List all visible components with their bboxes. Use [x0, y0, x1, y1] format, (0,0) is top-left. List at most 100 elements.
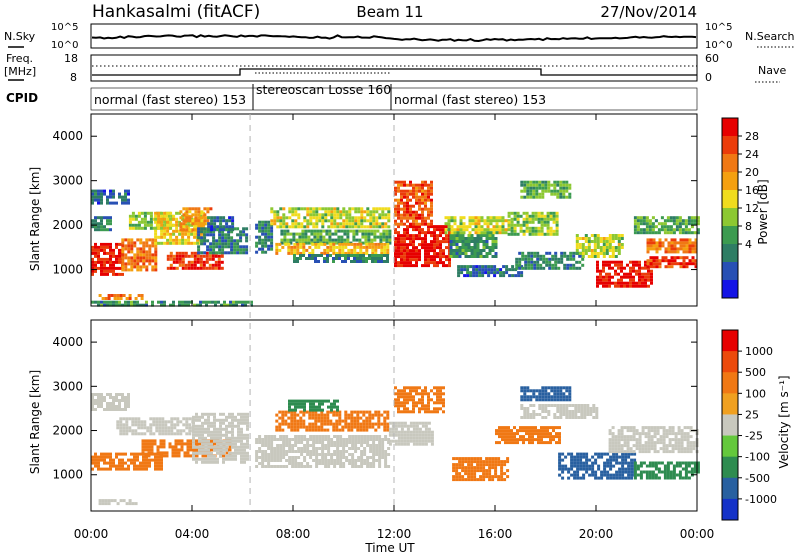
velocity-cell — [234, 436, 237, 440]
power-cell — [415, 234, 418, 238]
power-cell — [182, 228, 186, 232]
power-cell — [430, 246, 433, 250]
power-cell — [464, 243, 468, 246]
velocity-cell — [491, 463, 495, 467]
velocity-cell — [406, 427, 410, 431]
power-cell — [142, 262, 146, 266]
power-cell — [581, 263, 585, 267]
power-cell — [137, 211, 141, 215]
velocity-cell — [171, 445, 175, 449]
power-cell — [353, 254, 356, 257]
velocity-cell — [302, 419, 306, 423]
velocity-cell — [279, 438, 283, 441]
velocity-cell — [585, 461, 589, 465]
power-cell — [121, 250, 125, 254]
power-cell — [306, 219, 310, 223]
velocity-cell — [412, 430, 416, 434]
velocity-cell — [219, 430, 222, 434]
velocity-cell — [148, 464, 151, 468]
power-cell — [214, 266, 218, 270]
velocity-cell — [591, 467, 595, 471]
power-cell — [185, 225, 189, 229]
power-cell — [647, 284, 650, 288]
power-cell — [97, 245, 100, 249]
velocity-cell — [216, 460, 219, 464]
power-cell — [154, 214, 158, 218]
velocity-cell — [306, 399, 309, 403]
velocity-cell — [452, 466, 456, 470]
velocity-cell — [161, 426, 165, 430]
velocity-cell — [210, 454, 213, 458]
power-cell — [666, 216, 670, 220]
power-cell — [406, 189, 409, 193]
velocity-cell — [424, 433, 428, 437]
power-cell — [163, 229, 167, 233]
velocity-cell — [464, 466, 468, 470]
velocity-cell — [400, 395, 403, 399]
velocity-cell — [147, 445, 151, 449]
velocity-cell — [356, 428, 360, 432]
power-cell — [367, 229, 371, 233]
velocity-cell — [415, 401, 418, 405]
power-cell — [121, 256, 125, 260]
power-cell — [412, 243, 415, 247]
velocity-cell — [281, 419, 285, 423]
velocity-cell — [312, 444, 316, 447]
power-cell — [290, 245, 294, 249]
power-cell — [385, 238, 389, 242]
power-cell — [436, 243, 439, 247]
power-cell — [528, 220, 532, 224]
velocity-cell — [403, 439, 407, 443]
power-cell — [524, 260, 528, 264]
power-cell — [481, 271, 485, 275]
power-cell — [403, 234, 406, 238]
power-cell — [304, 241, 308, 245]
velocity-cell — [314, 419, 318, 423]
power-cell — [548, 266, 552, 270]
velocity-cell — [311, 428, 315, 432]
power-cell — [365, 257, 368, 260]
power-cell — [130, 268, 134, 272]
power-cell — [210, 225, 214, 229]
power-cell — [329, 242, 333, 246]
power-cell — [647, 269, 650, 273]
power-cell — [314, 260, 317, 263]
power-cell — [487, 274, 491, 278]
power-cell — [369, 225, 373, 229]
power-cell — [563, 266, 567, 270]
power-cell — [593, 237, 597, 240]
power-cell — [115, 303, 118, 307]
velocity-cell — [231, 436, 234, 440]
power-cell — [409, 198, 412, 202]
power-cell — [559, 189, 563, 193]
power-cell — [97, 195, 100, 199]
velocity-cell — [550, 389, 554, 393]
power-cell — [163, 241, 167, 245]
power-cell — [149, 226, 153, 230]
velocity-cell — [594, 476, 598, 480]
velocity-cell — [243, 415, 246, 419]
power-cell — [457, 265, 461, 269]
power-cell — [556, 195, 560, 199]
power-cell — [430, 201, 433, 205]
power-cell — [303, 216, 307, 220]
power-cell — [196, 303, 199, 307]
power-cell — [355, 238, 359, 242]
velocity-cell — [544, 404, 548, 407]
velocity-cell — [287, 425, 291, 429]
velocity-cell — [288, 456, 292, 459]
power-cell — [360, 213, 364, 217]
power-cell — [378, 222, 382, 226]
velocity-cell — [427, 430, 431, 434]
velocity-cell — [124, 396, 127, 399]
velocity-cell — [315, 447, 319, 450]
velocity-cell — [154, 464, 157, 468]
power-cell — [309, 219, 313, 223]
power-cell — [676, 247, 680, 251]
velocity-cell — [195, 457, 198, 461]
velocity-cell — [541, 410, 545, 413]
power-cell — [387, 213, 391, 217]
power-cell — [199, 254, 203, 258]
velocity-cell — [501, 432, 504, 436]
velocity-cell — [188, 423, 192, 427]
